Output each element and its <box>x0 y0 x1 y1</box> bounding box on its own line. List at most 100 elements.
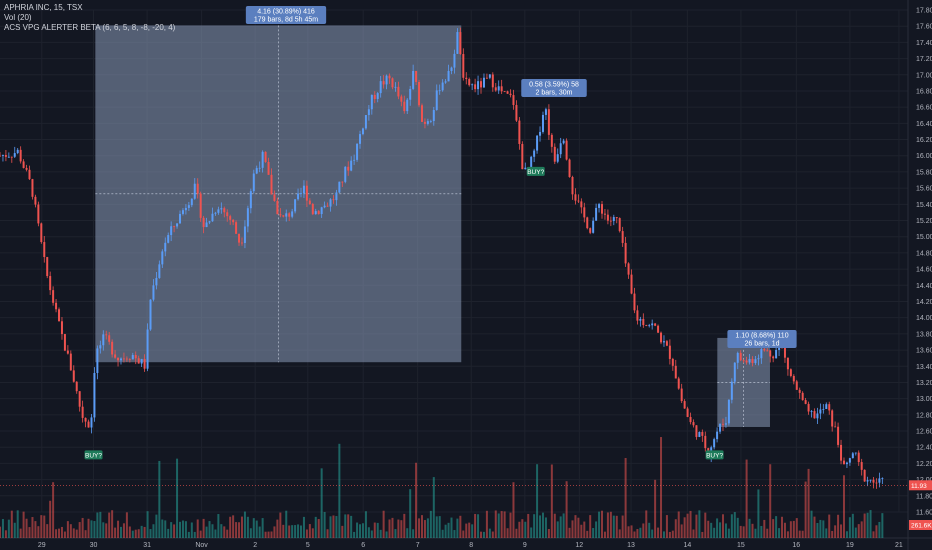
candle-body <box>524 167 527 170</box>
candle-body <box>648 325 651 327</box>
symbol-title[interactable]: APHRIA INC, 15, TSX <box>4 3 83 12</box>
buy-signal-label: BUY? <box>85 452 102 459</box>
volume-bar <box>527 513 530 538</box>
candle-body <box>435 90 438 111</box>
candle-body <box>406 99 409 112</box>
volume-bar <box>385 531 388 538</box>
candle-body <box>530 156 533 170</box>
volume-bar <box>409 489 412 538</box>
volume-study-label[interactable]: Vol (20) <box>4 13 32 22</box>
candle-body <box>418 81 421 106</box>
volume-bar <box>167 528 170 538</box>
candle-body <box>736 352 739 363</box>
volume-bar <box>146 511 149 538</box>
candle-body <box>0 155 1 157</box>
candle-body <box>102 334 105 346</box>
candle-body <box>258 167 261 169</box>
candle-body <box>13 153 16 157</box>
candle-body <box>356 143 359 160</box>
volume-bar <box>568 527 571 538</box>
volume-bar <box>350 515 353 538</box>
indicator-study-label[interactable]: ACS VPG ALERTER BETA (6, 6, 5, 8, -8, -2… <box>4 23 176 32</box>
candle-body <box>660 332 663 343</box>
price-tick-label: 14.80 <box>916 250 932 257</box>
candle-body <box>845 462 848 465</box>
candle-body <box>453 53 456 68</box>
candle-body <box>329 199 332 207</box>
candle-body <box>432 110 435 122</box>
volume-bar <box>530 527 533 538</box>
volume-bar <box>96 512 99 538</box>
candle-body <box>226 212 229 217</box>
candle-body <box>279 214 282 216</box>
volume-bar <box>648 522 651 538</box>
volume-bar <box>642 523 645 538</box>
volume-bar <box>668 531 671 538</box>
candle-body <box>854 452 857 454</box>
volume-bar <box>282 524 285 538</box>
candle-body <box>727 399 730 424</box>
candle-body <box>636 310 639 321</box>
volume-bar <box>627 526 630 538</box>
volume-bar <box>574 515 577 538</box>
candle-body <box>438 90 441 92</box>
price-tick-label: 13.00 <box>916 396 932 403</box>
volume-bar <box>716 518 719 538</box>
time-tick-label: 9 <box>523 542 527 549</box>
volume-bar <box>373 522 376 538</box>
buy-signal-badge <box>705 450 724 460</box>
price-tick-label: 17.20 <box>916 56 932 63</box>
price-axis[interactable]: 17.80 17.60 17.40 17.20 17.00 16.80 16.60 16.40… <box>909 8 932 531</box>
volume-bar <box>1 519 4 538</box>
candle-body <box>878 478 881 483</box>
volume-bar <box>866 512 869 538</box>
candle-body <box>544 109 547 115</box>
volume-bar <box>559 516 562 538</box>
price-tick-label: 12.40 <box>916 445 932 452</box>
volume-bar <box>332 515 335 538</box>
volume-bar <box>397 519 400 538</box>
candle-body <box>37 204 40 224</box>
volume-bar <box>462 530 465 538</box>
time-tick-label: 29 <box>38 542 46 549</box>
measure-annotation-line2: 2 bars, 30m <box>536 90 573 97</box>
volume-bar <box>657 527 660 538</box>
candle-body <box>400 96 403 102</box>
candle-body <box>285 213 288 217</box>
volume-bar <box>586 530 589 538</box>
time-tick-label: 21 <box>895 542 903 549</box>
volume-bar <box>400 520 403 538</box>
candle-body <box>627 263 630 275</box>
candle-body <box>509 93 512 96</box>
volume-bar <box>789 521 792 538</box>
volume-bar <box>837 514 840 538</box>
price-tick-label: 17.00 <box>916 72 932 79</box>
candle-body <box>211 213 214 222</box>
price-tick-label: 14.60 <box>916 267 932 274</box>
candle-body <box>775 349 778 359</box>
candle-body <box>409 88 412 100</box>
candle-body <box>119 358 122 361</box>
candle-body <box>813 411 816 419</box>
time-axis[interactable]: 29 30 31 Nov 2 5 6 7 8 9 12 13 14 15 16 19 21 <box>38 542 903 549</box>
candle-body <box>763 349 766 351</box>
candle-body <box>429 121 432 122</box>
time-tick-label: 12 <box>575 542 583 549</box>
volume-bar <box>152 524 155 538</box>
price-tick-label: 11.60 <box>916 510 932 517</box>
time-tick-label: 2 <box>253 542 257 549</box>
candle-body <box>78 391 81 407</box>
volume-bar <box>196 519 199 538</box>
price-tick-label: 17.60 <box>916 24 932 31</box>
volume-bar <box>181 520 184 538</box>
volume-bar <box>403 513 406 538</box>
volume-bar <box>226 529 229 538</box>
candle-body <box>701 432 704 436</box>
volume-bar <box>719 522 722 538</box>
measure-annotation-box <box>521 79 587 97</box>
volume-bar <box>503 511 506 538</box>
volume-bar <box>674 519 677 538</box>
volume-bar <box>727 528 730 538</box>
volume-bar <box>801 530 804 538</box>
